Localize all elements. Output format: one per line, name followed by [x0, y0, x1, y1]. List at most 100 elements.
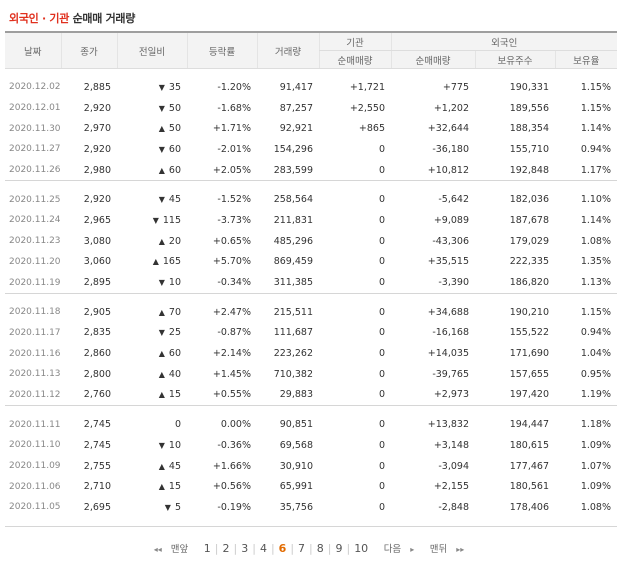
close-cell: 2,860: [83, 348, 111, 360]
page-link-2[interactable]: 2: [222, 542, 230, 555]
date-cell: 2020.11.12: [9, 389, 61, 400]
change-cell: ▼ 115: [117, 210, 187, 231]
change-value: 25: [168, 327, 181, 339]
triangle-down-icon: ▼: [158, 144, 165, 154]
rate-cell: +5.70%: [212, 256, 251, 268]
foreign-hold-cell: 180,615: [509, 439, 549, 451]
change-value: 10: [168, 277, 181, 289]
date-cell: 2020.11.20: [9, 256, 61, 267]
foreign-net-cell: +10,812: [427, 164, 469, 176]
last-page-link[interactable]: 맨뒤 ▸▸: [429, 544, 465, 555]
col-foreign-ratio: 보유율: [554, 50, 618, 69]
double-right-arrow-icon: ▸▸: [456, 545, 465, 554]
date-cell: 2020.11.17: [9, 327, 61, 338]
page-link-7[interactable]: 7: [298, 542, 306, 555]
foreign-net-cell: +2,973: [433, 389, 469, 401]
foreign-hold-cell: 171,690: [509, 348, 549, 360]
rate-cell: +0.65%: [212, 235, 251, 247]
triangle-down-icon: ▼: [158, 278, 165, 288]
close-cell: 2,710: [83, 481, 111, 493]
col-date: 날짜: [5, 31, 61, 69]
foreign-ratio-cell: 1.15%: [580, 81, 612, 93]
inst-net-cell: +865: [358, 123, 385, 135]
inst-net-cell: +2,550: [349, 102, 385, 114]
group-divider: [5, 180, 618, 190]
inst-net-cell: 0: [378, 501, 385, 513]
triangle-up-icon: ▲: [158, 236, 165, 246]
foreign-hold-cell: 155,710: [509, 143, 549, 155]
page-separator: |: [290, 542, 295, 555]
triangle-up-icon: ▲: [158, 390, 165, 400]
close-cell: 2,800: [83, 368, 111, 380]
volume-cell: 154,296: [273, 143, 313, 155]
volume-cell: 215,511: [273, 306, 313, 318]
close-cell: 2,965: [83, 214, 111, 226]
close-cell: 2,920: [83, 143, 111, 155]
page-link-3[interactable]: 3: [241, 542, 249, 555]
inst-net-cell: 0: [378, 439, 385, 451]
foreign-net-cell: -39,765: [432, 368, 469, 380]
close-cell: 2,760: [83, 389, 111, 401]
triangle-down-icon: ▼: [158, 328, 165, 338]
change-value: 60: [168, 164, 181, 176]
page-link-10[interactable]: 10: [354, 542, 369, 555]
foreign-hold-cell: 197,420: [509, 389, 549, 401]
volume-cell: 223,262: [273, 348, 313, 360]
change-cell: ▲ 15: [117, 385, 187, 406]
volume-cell: 258,564: [273, 194, 313, 206]
page-link-4[interactable]: 4: [259, 542, 267, 555]
date-cell: 2020.11.18: [9, 307, 61, 318]
inst-net-cell: 0: [378, 306, 385, 318]
pagination: ◂◂ 맨앞 1 | 2 | 3 | 4 | 6 | 7 | 8 | 9 | 10 다음 ▸ 맨뒤 ▸▸: [0, 541, 618, 555]
triangle-up-icon: ▲: [158, 307, 165, 317]
date-cell: 2020.11.23: [9, 236, 61, 247]
foreign-ratio-cell: 1.19%: [580, 389, 612, 401]
page-link-9[interactable]: 9: [335, 542, 343, 555]
date-cell: 2020.11.19: [9, 277, 61, 288]
table-row: 2020.11.16 2,860 ▲ 60 +2.14% 223,262 0 +14,035 1…: [5, 343, 617, 364]
col-foreign-net: 순매매량: [390, 50, 475, 69]
volume-cell: 211,831: [273, 214, 313, 226]
volume-cell: 30,910: [279, 460, 313, 472]
rate-cell: -3.73%: [217, 214, 251, 226]
volume-cell: 283,599: [273, 164, 313, 176]
rate-cell: +0.56%: [212, 481, 251, 493]
foreign-hold-cell: 157,655: [509, 368, 549, 380]
inst-net-cell: 0: [378, 348, 385, 360]
foreign-net-cell: -16,168: [432, 327, 469, 339]
table-row: 2020.11.18 2,905 ▲ 70 +2.47% 215,511 0 +34,688 1…: [5, 302, 617, 323]
foreign-ratio-cell: 1.09%: [580, 439, 612, 451]
trading-table: 날짜 종가 전일비 등락률 거래량 기관 외국인 순매매량 순매매량 보유주수 …: [5, 31, 618, 527]
foreign-net-cell: -3,094: [438, 460, 469, 472]
inst-net-cell: 0: [378, 389, 385, 401]
volume-cell: 65,991: [279, 481, 313, 493]
foreign-hold-cell: 178,406: [509, 501, 549, 513]
first-page-link[interactable]: ◂◂ 맨앞: [153, 544, 189, 555]
foreign-ratio-cell: 1.14%: [580, 123, 612, 135]
table-row: 2020.11.23 3,080 ▲ 20 +0.65% 485,296 0 -43,306 1…: [5, 231, 617, 252]
foreign-hold-cell: 180,561: [509, 481, 549, 493]
change-cell: ▼ 10: [117, 435, 187, 456]
rate-cell: -0.34%: [217, 277, 251, 289]
foreign-net-cell: +13,832: [427, 419, 469, 431]
triangle-up-icon: ▲: [158, 349, 165, 359]
page-link-6[interactable]: 6: [278, 542, 287, 555]
triangle-up-icon: ▲: [158, 482, 165, 492]
foreign-ratio-cell: 1.35%: [580, 256, 612, 268]
next-page-link[interactable]: 다음 ▸: [383, 544, 415, 555]
change-value: 45: [168, 460, 181, 472]
change-value: 15: [168, 389, 181, 401]
foreign-ratio-cell: 0.94%: [580, 327, 612, 339]
inst-net-cell: 0: [378, 164, 385, 176]
table-row: 2020.11.11 2,745 0 0.00% 90,851 0 +13,832 194,4…: [5, 414, 617, 435]
table-row: 2020.11.20 3,060 ▲ 165 +5.70% 869,459 0 +35,515…: [5, 252, 617, 273]
date-cell: 2020.12.02: [9, 82, 61, 93]
page-link-1[interactable]: 1: [203, 542, 211, 555]
triangle-down-icon: ▼: [158, 440, 165, 450]
close-cell: 3,060: [83, 256, 111, 268]
page-link-8[interactable]: 8: [316, 542, 324, 555]
table-row: 2020.11.09 2,755 ▲ 45 +1.66% 30,910 0 -3,094 177…: [5, 456, 617, 477]
volume-cell: 29,883: [279, 389, 313, 401]
col-group-foreign: 외국인: [390, 31, 618, 51]
close-cell: 2,695: [83, 501, 111, 513]
